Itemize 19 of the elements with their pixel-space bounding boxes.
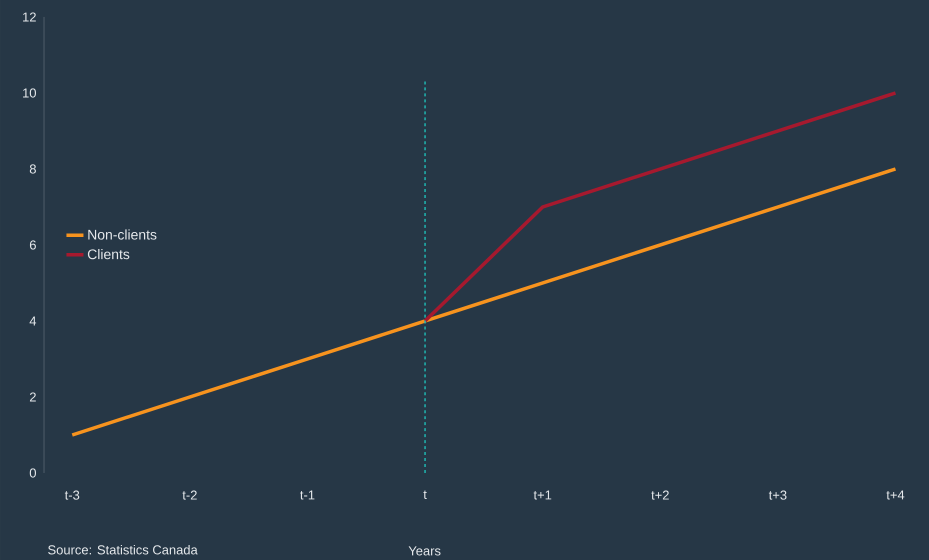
x-tick-label: t+1 [534,490,552,500]
y-tick-label: 4 [30,316,36,326]
y-tick-label: 8 [30,164,36,174]
legend-label: Clients [88,248,130,260]
x-tick-label: t-3 [64,490,80,500]
y-tick-label: 10 [23,88,36,98]
x-tick-label: t+2 [651,490,669,500]
y-tick-label: 2 [30,392,36,402]
y-tick-label: 6 [30,240,36,250]
x-tick-label: t+4 [886,490,904,500]
x-tick-label: t-2 [182,490,197,500]
x-tick-label: t-1 [300,490,314,500]
x-tick-label: t+3 [768,490,786,500]
source-note: Source: Statistics Canada [48,544,198,554]
y-tick-label: 0 [30,468,36,478]
y-tick-label: 12 [23,12,36,22]
x-tick-label: t [423,490,427,499]
x-axis-title: Years [408,546,440,556]
legend-label: Non-clients [88,229,156,240]
